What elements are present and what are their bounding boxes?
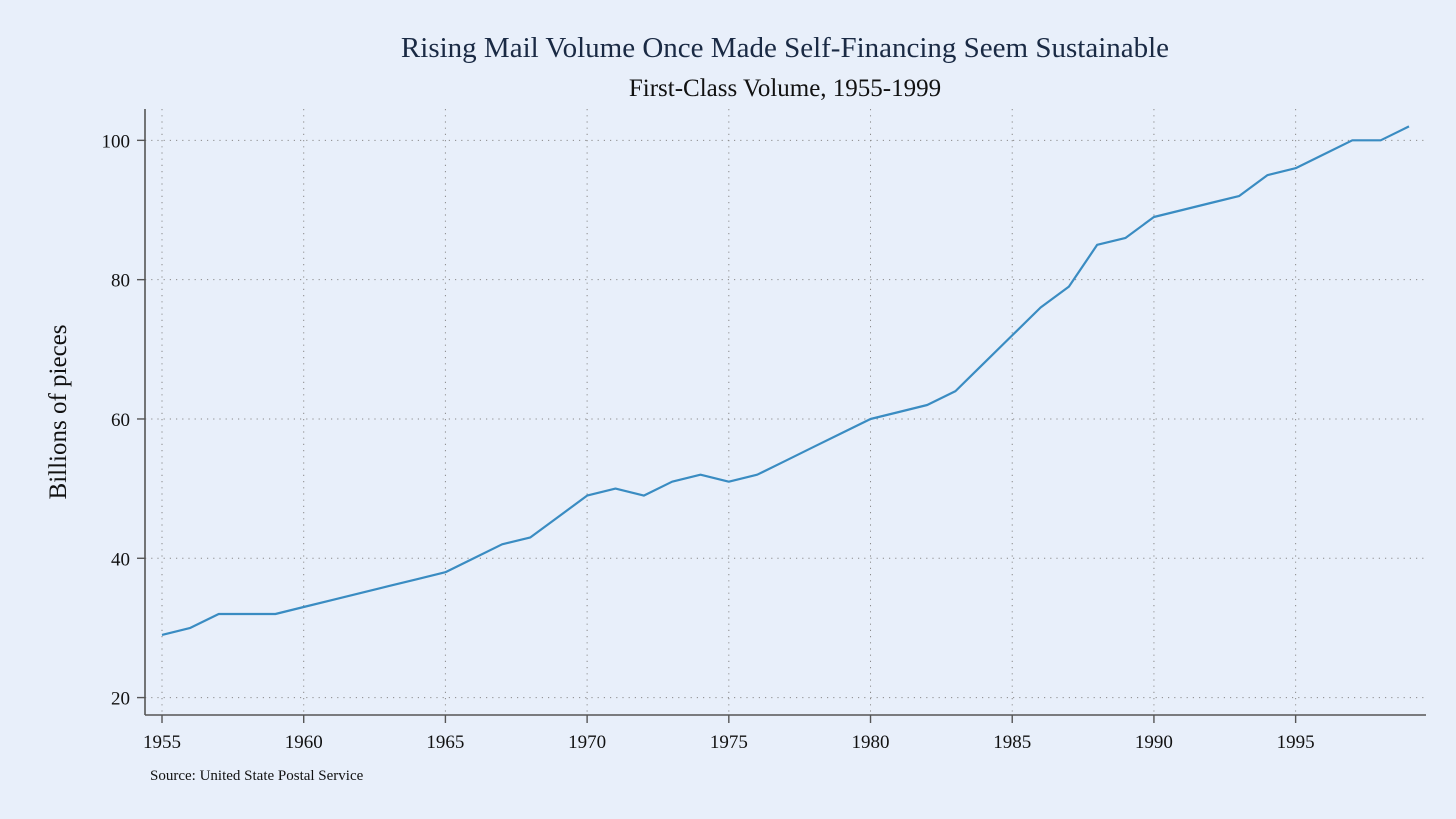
data-point bbox=[670, 480, 674, 484]
data-point bbox=[1407, 124, 1411, 128]
data-point bbox=[160, 633, 164, 637]
data-point bbox=[387, 584, 391, 588]
data-point bbox=[812, 445, 816, 449]
y-tick-label: 20 bbox=[111, 689, 130, 710]
data-point bbox=[982, 361, 986, 365]
x-tick-label: 1955 bbox=[143, 732, 181, 753]
data-point bbox=[1152, 215, 1156, 219]
data-point bbox=[1265, 173, 1269, 177]
data-point bbox=[500, 542, 504, 546]
data-point bbox=[245, 612, 249, 616]
grid-lines bbox=[145, 109, 1426, 715]
data-point bbox=[585, 494, 589, 498]
data-point bbox=[188, 626, 192, 630]
data-point bbox=[1180, 208, 1184, 212]
data-point bbox=[1209, 201, 1213, 205]
x-tick-label: 1970 bbox=[568, 732, 606, 753]
data-point bbox=[614, 487, 618, 491]
data-point bbox=[1350, 138, 1354, 142]
data-point bbox=[642, 494, 646, 498]
data-points bbox=[160, 124, 1411, 637]
data-point bbox=[443, 570, 447, 574]
data-point bbox=[302, 605, 306, 609]
data-point bbox=[1039, 306, 1043, 310]
data-point bbox=[330, 598, 334, 602]
data-point bbox=[699, 473, 703, 477]
x-tick-label: 1990 bbox=[1135, 732, 1173, 753]
data-point bbox=[727, 480, 731, 484]
data-series bbox=[161, 125, 1410, 636]
y-tick-label: 40 bbox=[111, 549, 130, 570]
y-tick-label: 80 bbox=[111, 271, 130, 292]
y-tick-label: 60 bbox=[111, 410, 130, 431]
axes: 20 40 60 80 100 1955 1960 1965 1970 1975 1980 1985 1… bbox=[102, 109, 1426, 753]
x-tick-label: 1965 bbox=[426, 732, 464, 753]
x-tick-label: 1995 bbox=[1277, 732, 1315, 753]
data-point bbox=[557, 515, 561, 519]
data-point bbox=[472, 556, 476, 560]
data-point bbox=[1010, 333, 1014, 337]
data-point bbox=[358, 591, 362, 595]
data-point bbox=[217, 612, 221, 616]
y-axis-label: Billions of pieces bbox=[45, 325, 72, 500]
data-point bbox=[1067, 285, 1071, 289]
data-point bbox=[1294, 166, 1298, 170]
chart-title: Rising Mail Volume Once Made Self-Financ… bbox=[401, 32, 1169, 64]
data-point bbox=[869, 417, 873, 421]
x-tick-label: 1960 bbox=[285, 732, 323, 753]
data-point bbox=[1095, 243, 1099, 247]
data-point bbox=[415, 577, 419, 581]
source-note: Source: United State Postal Service bbox=[150, 768, 364, 784]
series-line-first-class-volume bbox=[161, 125, 1410, 636]
x-tick-label: 1975 bbox=[710, 732, 748, 753]
x-tick-label: 1985 bbox=[993, 732, 1031, 753]
data-point bbox=[925, 403, 929, 407]
data-point bbox=[954, 389, 958, 393]
y-tick-label: 100 bbox=[102, 131, 131, 152]
data-point bbox=[1124, 236, 1128, 240]
x-tick-label: 1980 bbox=[852, 732, 890, 753]
data-point bbox=[528, 535, 532, 539]
data-point bbox=[1237, 194, 1241, 198]
data-point bbox=[897, 410, 901, 414]
data-point bbox=[273, 612, 277, 616]
data-point bbox=[1379, 138, 1383, 142]
chart-subtitle: First-Class Volume, 1955-1999 bbox=[629, 75, 941, 102]
data-point bbox=[1322, 152, 1326, 156]
data-point bbox=[755, 473, 759, 477]
data-point bbox=[784, 459, 788, 463]
data-point bbox=[840, 431, 844, 435]
